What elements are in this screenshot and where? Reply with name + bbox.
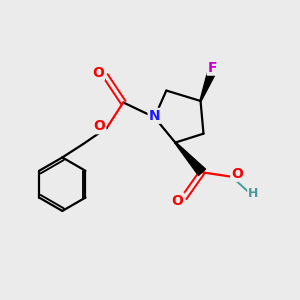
Text: O: O [231,167,243,181]
Text: F: F [208,61,217,75]
Text: H: H [248,187,259,200]
Text: O: O [94,119,105,133]
Text: O: O [172,194,184,208]
Polygon shape [200,73,214,101]
Text: N: N [148,109,160,123]
Text: O: O [92,66,104,80]
Polygon shape [175,142,206,176]
